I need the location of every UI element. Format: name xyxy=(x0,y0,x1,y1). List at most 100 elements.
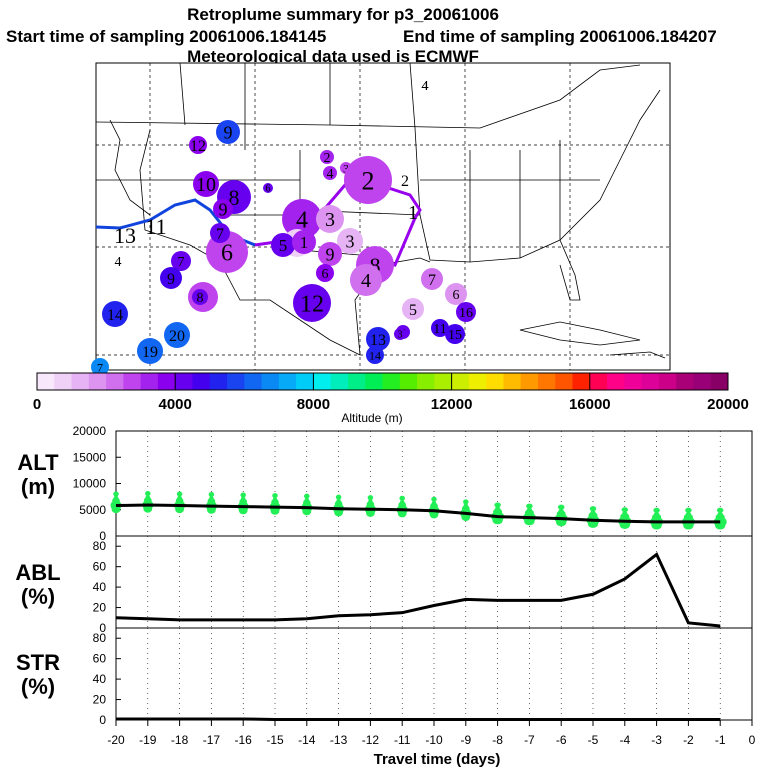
alt-scatter-point xyxy=(334,508,343,517)
colorbar-tick-label: 16000 xyxy=(569,396,611,413)
plume-cluster: 4 xyxy=(350,264,382,296)
panel-ylabel-units: (%) xyxy=(21,584,55,609)
x-axis: -20 -19 -18 -17 -16 -15 -14 -13 -12 -11 -10 -9 -8 -7-… xyxy=(107,720,756,747)
panel-alt: ALT(m) 0 5000 10000 15000 20000 xyxy=(17,424,753,543)
alt-scatter-point xyxy=(111,505,121,514)
alt-scatter-point xyxy=(463,499,469,505)
plume-cluster: 3 xyxy=(337,228,363,254)
plume-cluster-label: 7 xyxy=(97,360,103,374)
plume-cluster: 7 xyxy=(210,223,230,243)
alt-scatter-point xyxy=(588,512,598,520)
plume-cluster: 9 xyxy=(318,242,342,266)
plume-cluster: 6 xyxy=(445,283,467,305)
y-tick-label: 0 xyxy=(99,529,106,543)
x-tick-label: -10 xyxy=(425,733,443,747)
colorbar-cell xyxy=(451,373,470,390)
plume-cluster: 2 xyxy=(344,156,392,204)
y-tick-label: 20 xyxy=(93,693,107,707)
colorbar: 0 4000 8000 12000 16000 20000 Altitude (m) xyxy=(33,372,749,425)
y-tick-label: 60 xyxy=(93,652,107,666)
colorbar-cell xyxy=(710,373,729,390)
alt-scatter-point xyxy=(590,510,596,515)
alt-scatter-point xyxy=(398,501,407,509)
plume-cluster-label: 3 xyxy=(343,161,349,175)
plume-cluster-label: 7 xyxy=(428,272,436,289)
alt-scatter-point xyxy=(177,495,182,500)
colorbar-cell xyxy=(468,373,487,390)
plume-cluster-label: 9 xyxy=(326,244,335,264)
plume-cluster-marker xyxy=(210,223,230,243)
plume-cluster: 13 xyxy=(366,327,390,351)
colorbar-cell xyxy=(434,373,453,390)
plume-cluster-label: 19 xyxy=(142,344,158,361)
plume-cluster-label: 4 xyxy=(361,270,371,292)
plume-cluster-label: 14 xyxy=(369,348,381,362)
plume-cluster-marker xyxy=(213,199,233,219)
alt-scatter-point xyxy=(524,509,534,517)
plume-cluster: 5 xyxy=(271,233,295,257)
plume-cluster: 7 xyxy=(91,358,109,376)
alt-scatter-point xyxy=(619,520,630,529)
alt-scatter-point xyxy=(651,521,662,530)
alt-scatter-point xyxy=(302,499,311,507)
plume-cluster: 2 xyxy=(320,150,334,166)
y-tick-label: 40 xyxy=(93,672,107,686)
colorbar-cell xyxy=(589,373,608,390)
alt-scatter-point xyxy=(304,493,310,499)
colorbar-cell xyxy=(641,373,660,390)
plume-cluster-label: 4 xyxy=(422,79,429,94)
x-tick-label: -15 xyxy=(266,733,284,747)
alt-scatter-point xyxy=(272,493,278,499)
plume-cluster-label: 13 xyxy=(370,332,386,349)
alt-scatter-point xyxy=(399,495,405,501)
alt-scatter-point xyxy=(113,495,119,500)
panel-abl: ABL(%) 0 20 40 60 80 xyxy=(15,535,753,635)
panel-series-line xyxy=(116,717,721,721)
alt-scatter-point xyxy=(335,494,342,500)
plume-cluster-label: 3 xyxy=(325,209,335,231)
plume-cluster-label: 5 xyxy=(409,302,417,319)
plume-cluster-label: 11 xyxy=(433,322,446,337)
alt-scatter-point xyxy=(683,513,693,521)
alt-scatter-point xyxy=(336,498,341,503)
map-day-label: 4 xyxy=(115,255,122,270)
plume-cluster: 20 xyxy=(164,322,190,348)
alt-scatter-point xyxy=(240,492,246,498)
colorbar-cell xyxy=(572,373,591,390)
y-tick-label: 15000 xyxy=(73,450,107,464)
timeseries-panels: ALT(m)05000100001500020000ABL(%)02040608… xyxy=(15,424,753,727)
colorbar-cell xyxy=(399,373,418,390)
alt-scatter-point xyxy=(461,505,470,513)
plume-cluster-marker xyxy=(171,251,191,271)
plume-cluster: 4 xyxy=(422,79,429,94)
colorbar-cell xyxy=(88,373,107,390)
plume-cluster-marker xyxy=(316,205,344,233)
sampling-start: Start time of sampling 20061006.184145 xyxy=(6,27,326,46)
x-tick-label: -18 xyxy=(171,733,189,747)
alt-scatter-point xyxy=(241,496,246,501)
alt-scatter-point xyxy=(368,499,373,504)
map-clusters: 4912232489104333675189648766512798314201… xyxy=(91,79,476,376)
plume-cluster: 3 xyxy=(316,205,344,233)
plume-cluster-marker xyxy=(344,156,392,204)
colorbar-label: Altitude (m) xyxy=(341,411,402,425)
alt-scatter-point xyxy=(493,508,503,516)
colorbar-cell xyxy=(382,373,401,390)
plume-cluster-label: 9 xyxy=(167,271,175,288)
plume-cluster-marker xyxy=(394,328,406,340)
x-tick-label: -16 xyxy=(235,733,253,747)
colorbar-cell xyxy=(676,373,694,390)
colorbar-cell xyxy=(347,373,366,390)
x-tick-label: -1 xyxy=(715,733,726,747)
sampling-end: End time of sampling 20061006.184207 xyxy=(403,27,717,46)
plume-cluster-marker xyxy=(189,136,207,154)
colorbar-cell xyxy=(417,373,435,390)
alt-scatter-point xyxy=(715,521,726,530)
panel-ylabel: ABL xyxy=(15,560,60,585)
plume-cluster-marker xyxy=(421,268,443,290)
colorbar-cell xyxy=(555,373,574,390)
colorbar-cell xyxy=(54,373,73,390)
colorbar-cell xyxy=(607,373,625,390)
colorbar-cell xyxy=(244,373,263,390)
